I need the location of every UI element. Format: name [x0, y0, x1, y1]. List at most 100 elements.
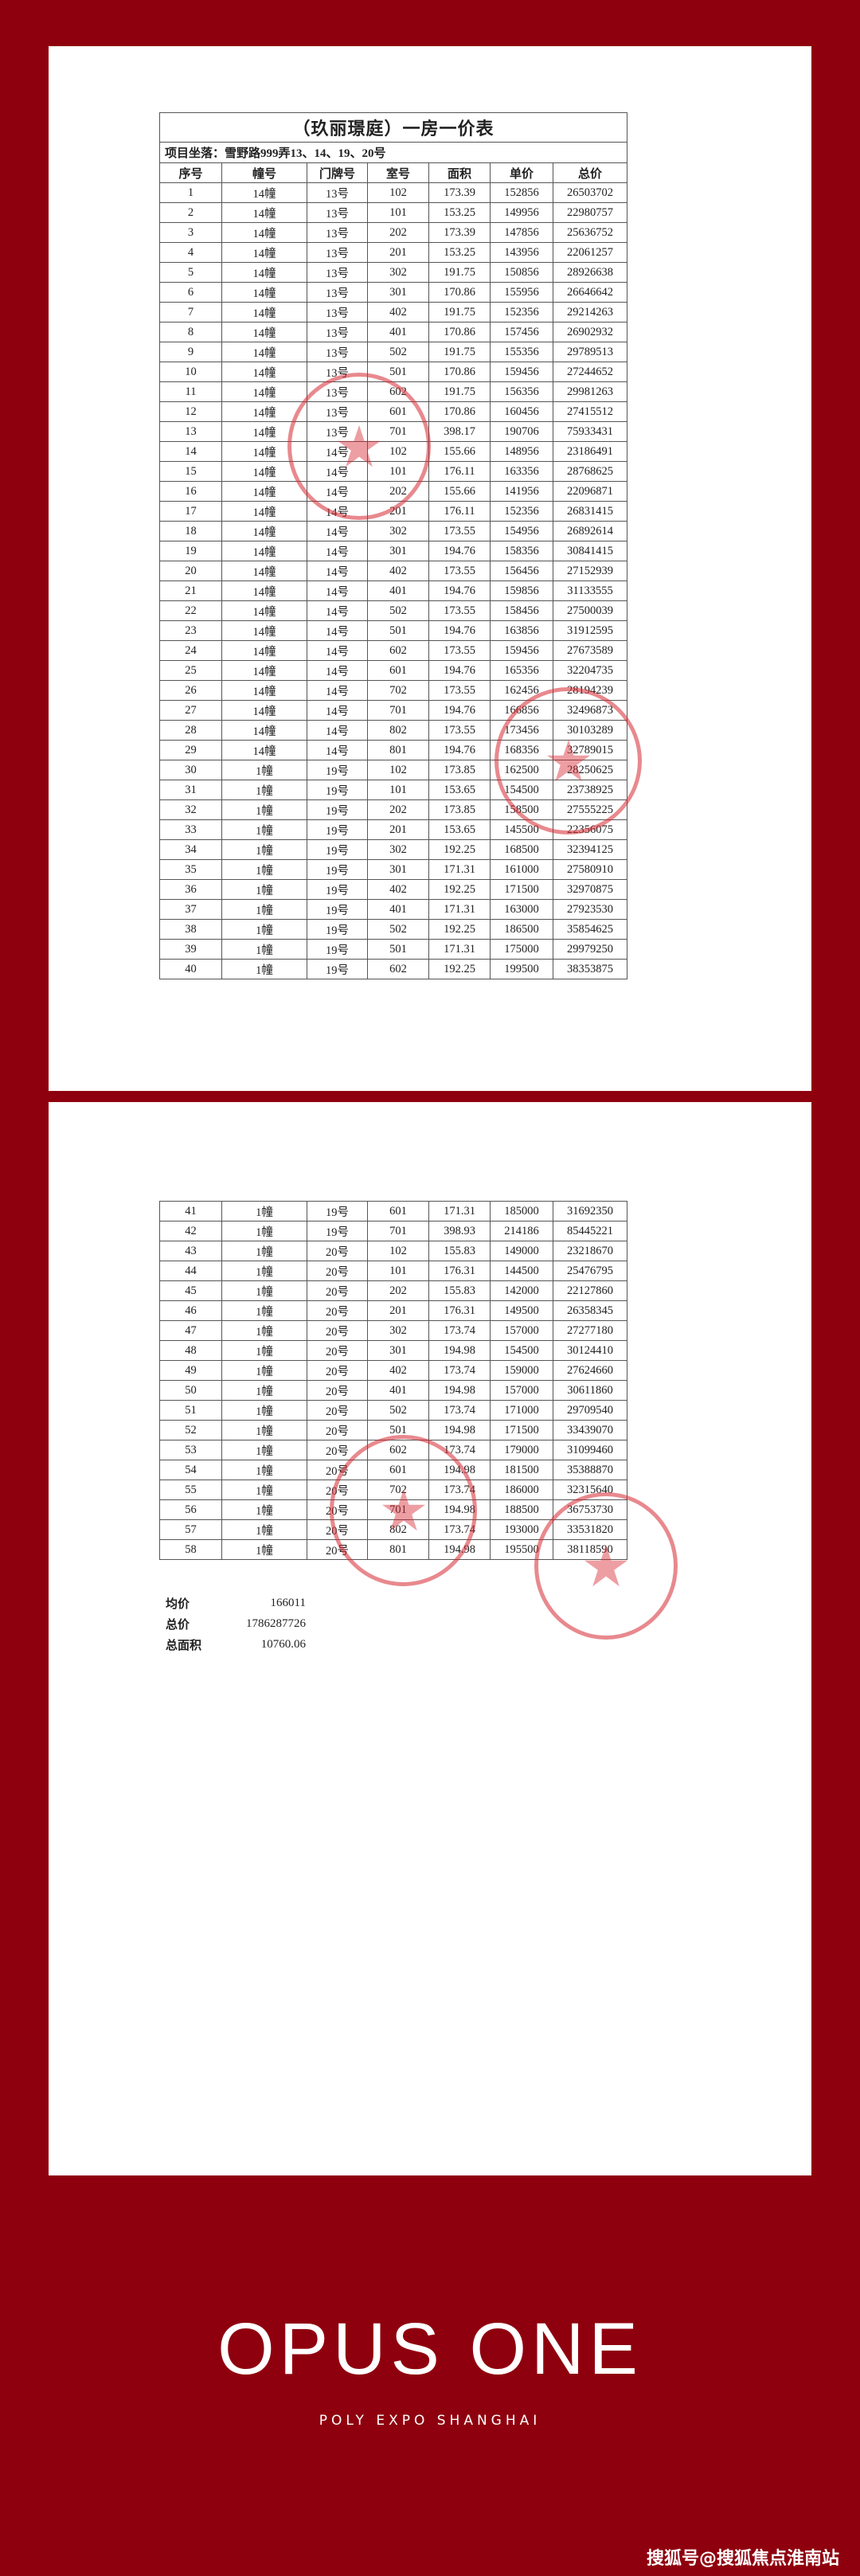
summary-value: 1786287726 — [246, 1616, 306, 1630]
table-cell: 171500 — [490, 1420, 553, 1440]
table-cell: 170.86 — [428, 362, 491, 382]
table-cell: 13号 — [307, 362, 368, 382]
table-cell: 13号 — [307, 421, 368, 442]
table-cell: 302 — [367, 839, 429, 860]
table-cell: 191.75 — [428, 342, 491, 362]
table-cell: 142000 — [490, 1280, 553, 1301]
table-cell: 14号 — [307, 481, 368, 502]
table-cell: 14号 — [307, 461, 368, 482]
table-row: 17 14幢 14号 201 176.11 152356 26831415 — [159, 501, 628, 522]
table-row: 8 14幢 13号 401 170.86 157456 26902932 — [159, 322, 628, 342]
table-cell: 27555225 — [552, 799, 628, 820]
table-cell: 14号 — [307, 580, 368, 601]
table-cell: 402 — [367, 302, 429, 322]
table-cell: 1幢 — [221, 939, 307, 960]
table-cell: 20号 — [307, 1440, 368, 1460]
table-cell: 602 — [367, 640, 429, 661]
table-cell: 41 — [159, 1201, 222, 1222]
table-cell: 19 — [159, 541, 222, 561]
table-cell: 30841415 — [552, 541, 628, 561]
table-cell: 26902932 — [552, 322, 628, 342]
table-cell: 20号 — [307, 1539, 368, 1560]
table-cell: 31133555 — [552, 580, 628, 601]
table-cell: 20号 — [307, 1400, 368, 1421]
table-cell: 14幢 — [221, 700, 307, 721]
table-cell: 147856 — [490, 222, 553, 243]
table-cell: 168356 — [490, 740, 553, 760]
table-cell: 1幢 — [221, 1300, 307, 1321]
table-cell: 1幢 — [221, 1221, 307, 1241]
table-cell: 199500 — [490, 959, 553, 979]
table-cell: 14幢 — [221, 362, 307, 382]
table-title: （玖丽璟庭）一房一价表 — [158, 112, 628, 143]
table-cell: 1幢 — [221, 1480, 307, 1500]
table-cell: 150856 — [490, 262, 553, 283]
table-row: 12 14幢 13号 601 170.86 160456 27415512 — [159, 401, 628, 422]
table-cell: 27624660 — [553, 1360, 627, 1381]
table-cell: 194.76 — [428, 660, 491, 681]
table-row: 30 1幢 19号 102 173.85 162500 28250625 — [159, 760, 628, 780]
summary-label: 总面积 — [166, 1639, 202, 1652]
summary-value: 166011 — [270, 1596, 306, 1609]
table-cell: 192.25 — [428, 839, 491, 860]
table-row: 2 14幢 13号 101 153.25 149956 22980757 — [159, 202, 628, 223]
table-cell: 159856 — [490, 580, 553, 601]
table-cell: 33 — [159, 819, 222, 840]
table-cell: 26646642 — [552, 282, 628, 303]
table-cell: 2 — [159, 202, 222, 223]
table-cell: 22127860 — [553, 1280, 627, 1301]
table-cell: 201 — [367, 242, 429, 263]
table-cell: 28768625 — [552, 461, 628, 482]
table-cell: 191.75 — [428, 302, 491, 322]
table-cell: 153.65 — [428, 780, 491, 800]
table-cell: 19号 — [307, 859, 368, 880]
table-cell: 19号 — [307, 780, 368, 800]
table-cell: 201 — [367, 1300, 429, 1321]
table-cell: 602 — [367, 1440, 429, 1460]
table-cell: 14幢 — [221, 680, 307, 701]
table-cell: 173.55 — [428, 680, 491, 701]
table-cell: 31099460 — [553, 1440, 627, 1460]
table-cell: 26 — [159, 680, 222, 701]
table-cell: 42 — [159, 1221, 222, 1241]
table-cell: 602 — [367, 381, 429, 402]
table-cell: 102 — [367, 182, 429, 203]
table-cell: 14幢 — [221, 600, 307, 621]
table-cell: 601 — [367, 1201, 429, 1222]
table-cell: 802 — [367, 720, 429, 741]
table-cell: 186500 — [490, 919, 553, 940]
table-cell: 32204735 — [552, 660, 628, 681]
table-cell: 155.66 — [428, 441, 491, 462]
table-cell: 30611860 — [553, 1380, 627, 1401]
table-cell: 36 — [159, 879, 222, 900]
table-cell: 173456 — [490, 720, 553, 741]
table-cell: 20 — [159, 561, 222, 581]
summary-label: 均价 — [166, 1597, 190, 1611]
table-cell: 45 — [159, 1280, 222, 1301]
table-cell: 31912595 — [552, 620, 628, 641]
table-cell: 202 — [367, 222, 429, 243]
table-row: 24 14幢 14号 602 173.55 159456 27673589 — [159, 640, 628, 661]
table-cell: 52 — [159, 1420, 222, 1440]
table-cell: 1幢 — [221, 879, 307, 900]
summary-total-price: 总价 1786287726 — [166, 1613, 306, 1634]
table-cell: 152356 — [490, 302, 553, 322]
table-cell: 401 — [367, 1380, 429, 1401]
column-header: 单价 — [490, 162, 553, 183]
table-cell: 10 — [159, 362, 222, 382]
table-cell: 26831415 — [552, 501, 628, 522]
table-cell: 20号 — [307, 1320, 368, 1341]
table-cell: 15 — [159, 461, 222, 482]
table-row: 57 1幢 20号 802 173.74 193000 33531820 — [159, 1519, 627, 1540]
table-cell: 13号 — [307, 302, 368, 322]
table-cell: 173.55 — [428, 720, 491, 741]
table-cell: 14幢 — [221, 381, 307, 402]
table-cell: 48 — [159, 1340, 222, 1361]
table-cell: 143956 — [490, 242, 553, 263]
table-cell: 14幢 — [221, 461, 307, 482]
table-cell: 13 — [159, 421, 222, 442]
table-cell: 19号 — [307, 760, 368, 780]
table-cell: 157456 — [490, 322, 553, 342]
table-cell: 1幢 — [221, 1340, 307, 1361]
table-row: 34 1幢 19号 302 192.25 168500 32394125 — [159, 839, 628, 860]
